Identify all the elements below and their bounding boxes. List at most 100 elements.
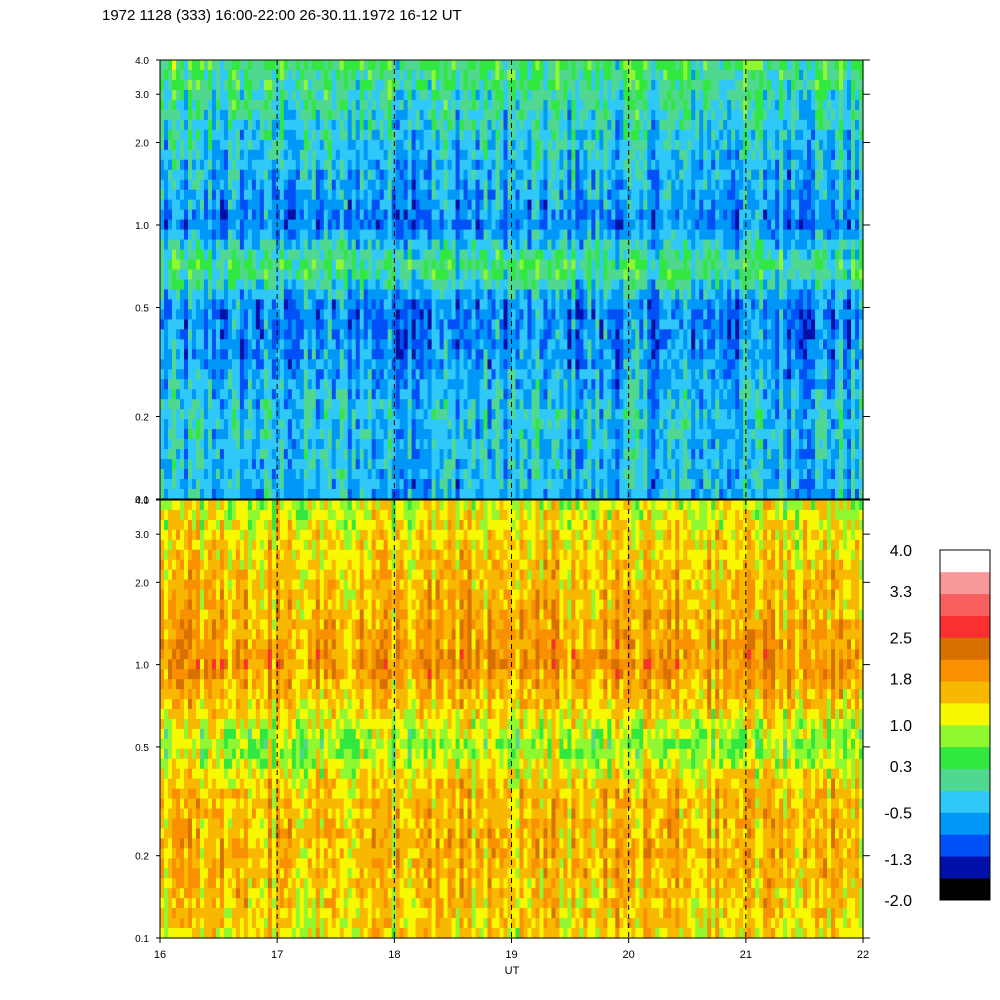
heatmap-cell [199, 289, 205, 301]
heatmap-cell [835, 69, 840, 81]
heatmap-cell [707, 89, 712, 101]
heatmap-cell [407, 269, 413, 281]
heatmap-cell [391, 89, 397, 101]
heatmap-cell [515, 189, 521, 201]
heatmap-cell [211, 149, 217, 161]
heatmap-cell [455, 109, 461, 121]
heatmap-cell [631, 289, 636, 301]
heatmap-cell [727, 169, 732, 181]
heatmap-cell [363, 129, 369, 141]
heatmap-cell [279, 229, 285, 241]
heatmap-cell [467, 69, 473, 81]
heatmap-cell [835, 79, 840, 91]
heatmap-cell [295, 109, 301, 121]
heatmap-cell [207, 239, 213, 251]
heatmap-cell [851, 239, 856, 251]
heatmap-cell [255, 319, 261, 330]
heatmap-cell [827, 219, 832, 231]
heatmap-cell [471, 289, 477, 301]
heatmap-cell [799, 69, 804, 81]
heatmap-cell [571, 79, 576, 91]
heatmap-cell [751, 199, 756, 211]
heatmap-cell [783, 219, 788, 231]
heatmap-cell [279, 299, 285, 311]
heatmap-cell [215, 159, 221, 171]
heatmap-cell [667, 299, 672, 311]
heatmap-cell [699, 189, 704, 201]
heatmap-cell [475, 69, 481, 81]
heatmap-cell [519, 299, 525, 311]
heatmap-cell [851, 329, 856, 340]
heatmap-cell [343, 129, 349, 141]
heatmap-cell [227, 129, 233, 141]
heatmap-cell [335, 279, 341, 291]
heatmap-cell [459, 179, 465, 191]
heatmap-cell [847, 179, 852, 191]
heatmap-cell [323, 229, 329, 241]
heatmap-cell [195, 329, 201, 340]
heatmap-cell [195, 69, 201, 81]
heatmap-cell [491, 289, 497, 301]
heatmap-cell [635, 60, 640, 71]
heatmap-cell [823, 219, 828, 231]
heatmap-cell [767, 99, 772, 111]
heatmap-cell [531, 179, 537, 191]
heatmap-cell [443, 309, 449, 321]
heatmap-cell [267, 189, 273, 201]
heatmap-cell [243, 69, 249, 81]
heatmap-cell [519, 239, 525, 251]
heatmap-cell [211, 69, 217, 81]
heatmap-cell [679, 189, 684, 201]
heatmap-cell [179, 79, 185, 91]
heatmap-cell [171, 179, 177, 191]
heatmap-cell [255, 129, 261, 141]
heatmap-cell [687, 289, 692, 301]
heatmap-cell [223, 169, 229, 181]
heatmap-cell [319, 189, 325, 201]
heatmap-cell [551, 199, 557, 211]
heatmap-cell [819, 69, 824, 81]
heatmap-cell [839, 149, 844, 161]
heatmap-cell [187, 60, 193, 71]
heatmap-cell [443, 119, 449, 131]
heatmap-cell [355, 249, 361, 261]
heatmap-cell [507, 179, 513, 191]
heatmap-cell [507, 169, 513, 181]
heatmap-cell [295, 259, 301, 271]
heatmap-cell [359, 99, 365, 111]
heatmap-cell [243, 79, 249, 91]
heatmap-cell [307, 269, 313, 281]
heatmap-cell [439, 119, 445, 131]
heatmap-cell [371, 219, 377, 231]
heatmap-cell [775, 329, 780, 340]
heatmap-cell [771, 209, 776, 221]
heatmap-cell [795, 139, 800, 151]
heatmap-cell [611, 89, 616, 101]
heatmap-cell [403, 99, 409, 111]
heatmap-cell [635, 219, 640, 231]
heatmap-cell [387, 119, 393, 131]
heatmap-cell [327, 189, 333, 201]
heatmap-cell [759, 179, 764, 191]
heatmap-cell [255, 259, 261, 271]
heatmap-cell [823, 309, 828, 321]
heatmap-cell [703, 69, 708, 81]
heatmap-cell [771, 229, 776, 241]
heatmap-cell [583, 209, 588, 221]
heatmap-cell [463, 319, 469, 330]
heatmap-cell [699, 239, 704, 251]
heatmap-cell [319, 229, 325, 241]
heatmap-cell [707, 159, 712, 171]
heatmap-cell [160, 299, 165, 311]
heatmap-cell [459, 299, 465, 311]
heatmap-cell [571, 119, 576, 131]
heatmap-cell [451, 99, 457, 111]
heatmap-cell [535, 259, 541, 271]
heatmap-cell [431, 329, 437, 340]
heatmap-cell [431, 159, 437, 171]
heatmap-cell [195, 239, 201, 251]
heatmap-cell [163, 219, 169, 231]
heatmap-cell [243, 299, 249, 311]
heatmap-cell [163, 329, 169, 340]
heatmap-cell [443, 289, 449, 301]
